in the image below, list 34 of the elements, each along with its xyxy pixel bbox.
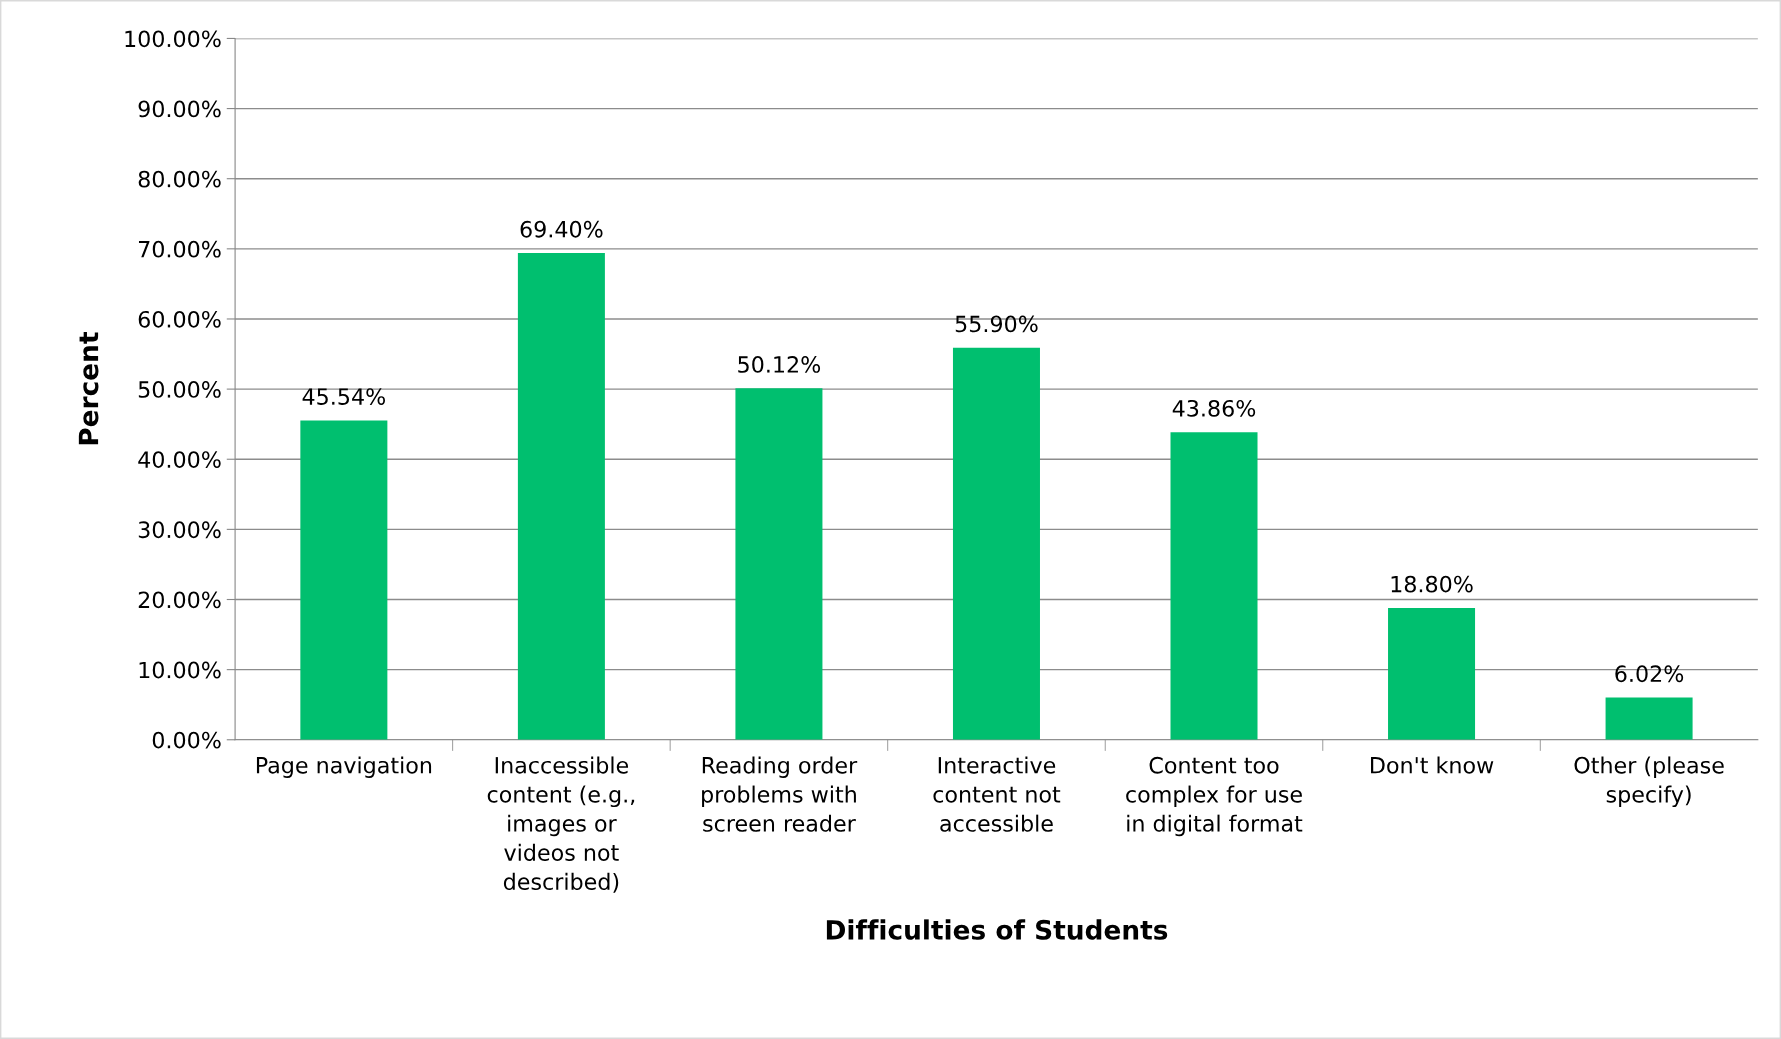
- data-label: 6.02%: [1615, 665, 1684, 683]
- data-label: 18.80%: [1391, 575, 1473, 593]
- bar: [517, 253, 605, 740]
- bar: [300, 420, 388, 740]
- x-tick-label: Don't know: [1371, 756, 1494, 774]
- bar: [735, 388, 823, 740]
- x-tick-label: Interactive content not accessible: [933, 756, 1061, 832]
- y-axis-title: Percent: [78, 332, 99, 445]
- bar: [1388, 607, 1476, 740]
- x-tick-label: Content too complex for use in digital format: [1126, 756, 1303, 837]
- data-label: 69.40%: [520, 220, 603, 238]
- x-axis-title: Difficulties of Students: [826, 919, 1168, 940]
- data-label: 43.86%: [1172, 399, 1256, 417]
- x-tick-label: Other (please specify): [1574, 756, 1724, 808]
- x-tick-label: Page navigation: [256, 756, 432, 778]
- data-label: 55.90%: [955, 315, 1038, 333]
- y-tick-label: 0.00%: [152, 731, 221, 749]
- x-tick-label: Reading order problems with screen reader: [702, 756, 858, 832]
- y-tick-label: 60.00%: [138, 310, 221, 328]
- bar: [1170, 432, 1258, 740]
- y-tick-label: 80.00%: [138, 170, 221, 188]
- y-tick-label: 100.00%: [125, 30, 221, 48]
- y-tick-label: 90.00%: [138, 100, 221, 118]
- bar: [1605, 697, 1693, 740]
- y-tick-label: 10.00%: [139, 661, 221, 679]
- y-tick-label: 50.00%: [138, 381, 221, 398]
- x-tick-label: Inaccessible content (e.g., images or videos not described): [487, 756, 635, 893]
- y-tick-label: 20.00%: [138, 591, 221, 609]
- bar: [952, 347, 1040, 740]
- data-label: 45.54%: [302, 388, 385, 405]
- y-tick-label: 70.00%: [138, 240, 221, 258]
- data-label: 50.12%: [738, 356, 821, 373]
- y-tick-label: 40.00%: [138, 451, 221, 468]
- y-tick-label: 30.00%: [138, 521, 221, 539]
